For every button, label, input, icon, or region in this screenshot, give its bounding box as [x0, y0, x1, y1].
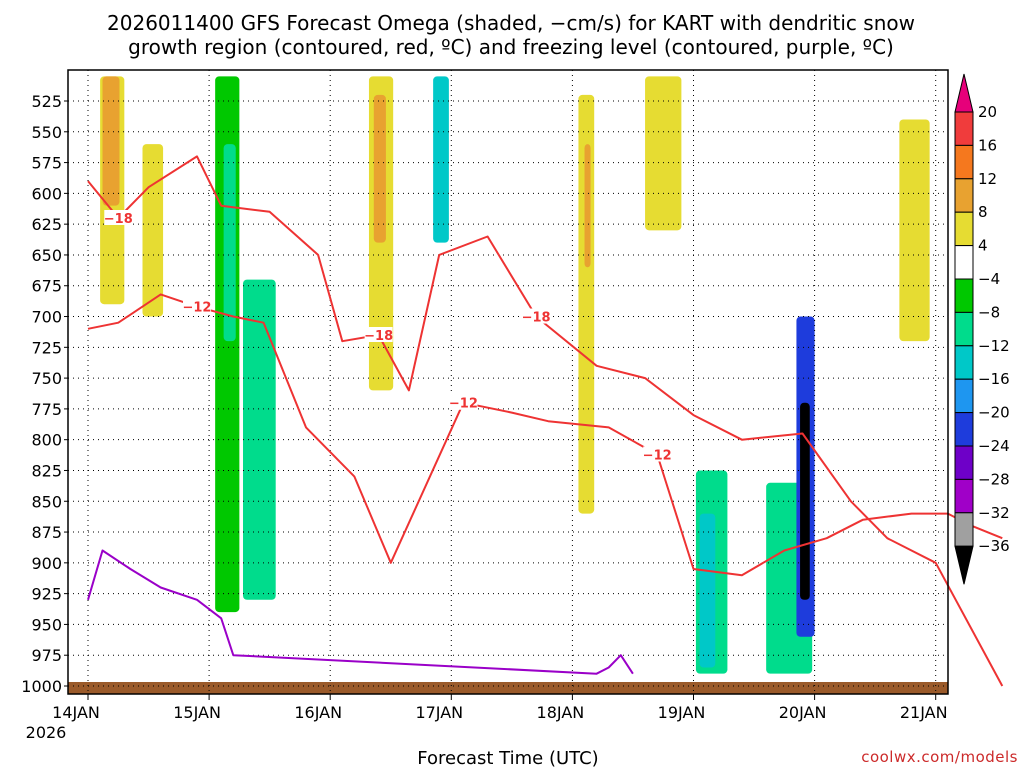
colorbar-swatch [954, 412, 974, 447]
y-tick-label: 875 [31, 523, 62, 542]
x-tick-label: 21JAN [900, 703, 948, 722]
dendritic-isotherm-line [87, 293, 1003, 577]
colorbar-swatch [954, 478, 974, 514]
contour-label-bg [364, 327, 393, 342]
colorbar-swatch [954, 111, 974, 146]
contour-label-bg [104, 210, 133, 225]
x-tick-label: 19JAN [658, 703, 706, 722]
colorbar-swatch [954, 311, 974, 347]
omega-cell [243, 279, 276, 600]
contour-label: −18 [364, 329, 393, 344]
y-tick-label: 925 [31, 585, 62, 604]
colorbar-swatch [954, 278, 974, 313]
x-tick-label: 20JAN [779, 703, 827, 722]
omega-shading-layer [100, 76, 930, 674]
colorbar-label: 16 [978, 136, 997, 154]
y-tick-label: 800 [31, 431, 62, 450]
y-tick-label: 725 [31, 338, 62, 357]
omega-cell [433, 76, 449, 243]
colorbar-bottom-arrow [954, 545, 974, 585]
y-tick-label: 575 [31, 154, 62, 173]
colorbar-label: −16 [978, 370, 1010, 388]
omega-cell [645, 76, 682, 231]
colorbar-label: −4 [978, 270, 1000, 288]
chart-title-line-1: 2026011400 GFS Forecast Omega (shaded, −… [107, 11, 915, 35]
plot-frame [67, 69, 949, 695]
omega-cell [142, 144, 164, 317]
colorbar-label: −12 [978, 337, 1010, 355]
colorbar-label: −20 [978, 404, 1010, 422]
omega-cell [223, 144, 236, 342]
ground-terrain-band [68, 682, 948, 694]
colorbar-label: 4 [978, 237, 988, 255]
y-tick-label: 550 [31, 123, 62, 142]
omega-cell [800, 402, 810, 600]
y-tick-label: 525 [31, 92, 62, 111]
contour-label-bg [182, 298, 211, 314]
x-axis-ticks: 14JAN 15JAN 16JAN 17JAN 18JAN 19JAN 20JAN 21JAN [52, 694, 948, 722]
y-tick-label: 700 [31, 308, 62, 327]
colorbar-swatch [954, 378, 974, 414]
omega-cell [899, 119, 930, 342]
omega-cell [373, 94, 386, 243]
colorbar-swatch [954, 345, 974, 380]
colorbar-swatch [954, 178, 974, 213]
colorbar-label: −24 [978, 437, 1010, 455]
y-tick-label: 650 [31, 246, 62, 265]
x-axis-label: Forecast Time (UTC) [417, 748, 598, 768]
dendritic-isotherm-line [87, 155, 1004, 687]
y-tick-label: 1000 [21, 677, 62, 696]
contour-label-bg [449, 394, 478, 410]
y-tick-label: 950 [31, 615, 62, 634]
y-tick-label: 775 [31, 400, 62, 419]
contour-lines [87, 155, 1004, 687]
y-axis-ticks: 525 550 575 600 625 650 675 700 725 750 775 800 825 8… [21, 92, 68, 696]
y-tick-label: 750 [31, 369, 62, 388]
colorbar-swatch [954, 211, 974, 247]
y-tick-label: 850 [31, 492, 62, 511]
colorbar-top-arrow [954, 73, 974, 113]
x-tick-label: 16JAN [294, 703, 342, 722]
y-tick-label: 625 [31, 215, 62, 234]
contour-label-bg [522, 308, 551, 324]
y-tick-label: 825 [31, 461, 62, 480]
colorbar-label: −8 [978, 303, 1000, 321]
colorbar: 20 16 12 8 4 −4 −8 −12 −16 −20 −24 −28 −32 −36 [954, 73, 1010, 585]
grid-lines [68, 70, 948, 694]
colorbar-label: −36 [978, 537, 1010, 555]
colorbar-label: 20 [978, 103, 997, 121]
colorbar-swatch [954, 144, 974, 180]
colorbar-label: −32 [978, 504, 1010, 522]
contour-label: −12 [182, 301, 211, 316]
contour-label: −12 [449, 397, 478, 412]
x-tick-label: 15JAN [173, 703, 221, 722]
x-axis-year-label: 2026 [26, 723, 67, 742]
omega-cell [584, 144, 591, 268]
contour-label: −18 [104, 212, 133, 227]
colorbar-label: −28 [978, 470, 1010, 488]
y-tick-label: 900 [31, 554, 62, 573]
y-tick-label: 675 [31, 277, 62, 296]
colorbar-label: 8 [978, 203, 988, 221]
x-tick-label: 17JAN [415, 703, 463, 722]
contour-label-bg [643, 446, 672, 462]
colorbar-label: 12 [978, 170, 997, 188]
contour-label: −12 [643, 448, 672, 463]
contour-label: −18 [522, 311, 551, 326]
x-tick-label: 18JAN [537, 703, 585, 722]
chart-title-line-2: growth region (contoured, red, ºC) and f… [128, 35, 894, 59]
colorbar-swatch [954, 512, 974, 547]
colorbar-swatch [954, 445, 974, 480]
freezing-level-line [87, 549, 634, 675]
credit-text: coolwx.com/models [861, 748, 1018, 766]
y-tick-label: 600 [31, 184, 62, 203]
y-tick-label: 975 [31, 646, 62, 665]
omega-cell [699, 513, 716, 668]
colorbar-swatch [954, 245, 974, 280]
contour-labels: −12 −12 −12 −18 −18 −18 [104, 210, 672, 463]
x-tick-label: 14JAN [52, 703, 100, 722]
omega-cell [102, 76, 120, 206]
